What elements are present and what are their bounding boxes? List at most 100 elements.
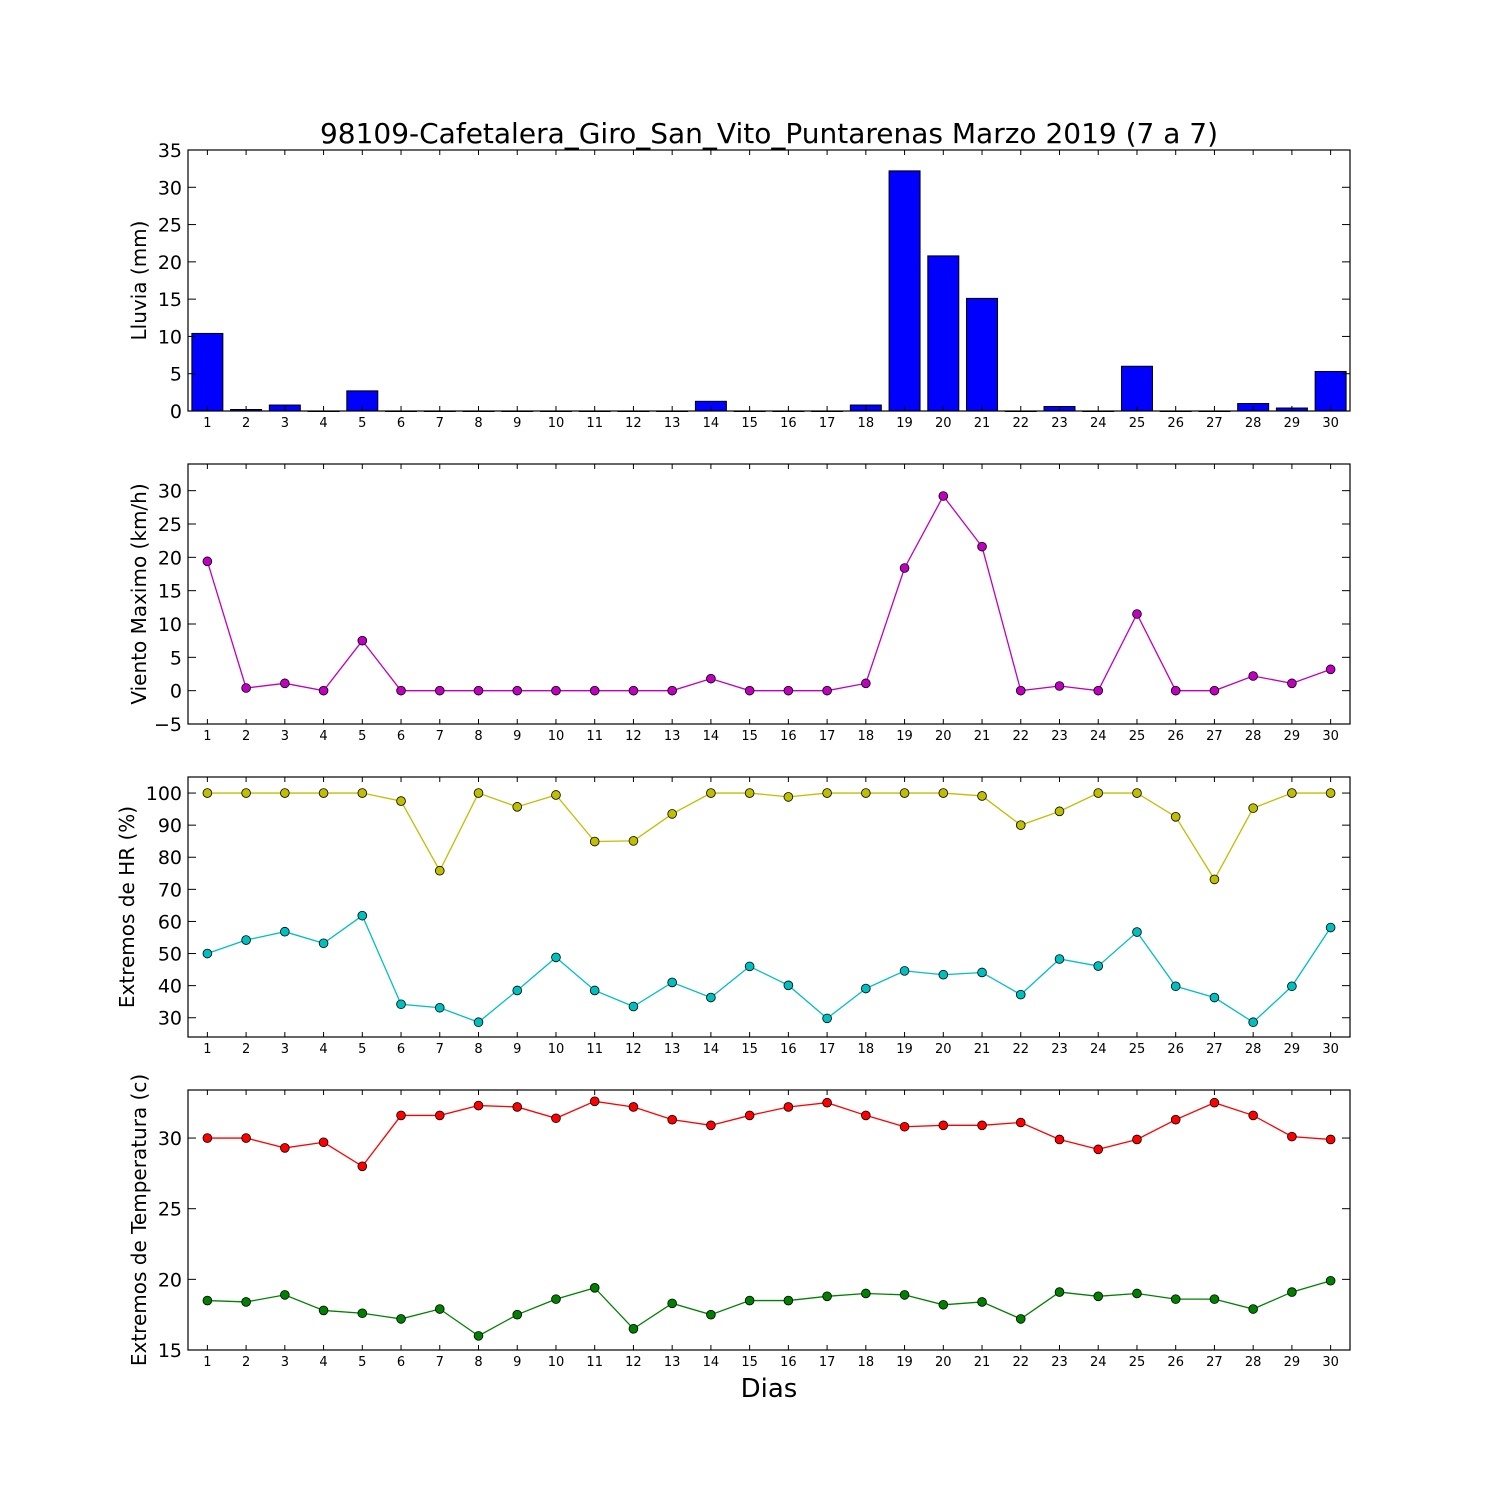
point-temperatura-2-day-3 — [280, 1290, 290, 1300]
point-hr-1-day-14 — [706, 788, 716, 798]
x-tick-label: 17 — [819, 1355, 836, 1370]
x-tick-label: 18 — [858, 1355, 875, 1370]
point-temperatura-2-day-23 — [1054, 1287, 1065, 1297]
point-hr-1-day-17 — [822, 788, 832, 798]
point-hr-1-day-9 — [512, 802, 523, 812]
bar-day-25 — [1120, 365, 1153, 412]
y-tick-label: 60 — [158, 911, 182, 933]
x-tick-label: 9 — [513, 1355, 521, 1370]
y-tick-label: 30 — [158, 177, 182, 199]
point-hr-2-day-5 — [357, 910, 368, 921]
x-tick-label: 11 — [586, 729, 603, 744]
x-tick-label: 2 — [242, 729, 250, 744]
y-tick-label: 50 — [158, 944, 182, 966]
point-hr-1-day-11 — [589, 836, 600, 847]
point-temperatura-1-day-11 — [589, 1096, 600, 1107]
x-tick-label: 22 — [1012, 1355, 1029, 1370]
y-tick-label: 10 — [158, 326, 182, 348]
point-viento-1-day-4 — [318, 685, 329, 696]
point-temperatura-2-day-6 — [396, 1314, 406, 1324]
x-tick-label: 17 — [819, 416, 836, 431]
y-tick-label: 5 — [170, 647, 182, 669]
x-tick-label: 15 — [741, 729, 758, 744]
point-temperatura-2-day-2 — [241, 1297, 251, 1307]
point-hr-2-day-3 — [280, 926, 290, 937]
point-hr-2-day-11 — [589, 985, 600, 996]
y-tick-label: 30 — [158, 481, 182, 503]
point-viento-1-day-23 — [1054, 681, 1065, 691]
y-tick-label: 80 — [158, 847, 182, 869]
point-hr-2-day-27 — [1209, 992, 1220, 1003]
x-tick-label: 12 — [625, 729, 642, 744]
x-tick-label: 23 — [1051, 1355, 1068, 1370]
point-temperatura-2-day-26 — [1170, 1294, 1181, 1304]
point-hr-1-day-5 — [357, 788, 368, 798]
x-tick-label: 24 — [1090, 416, 1107, 431]
point-hr-2-day-24 — [1093, 961, 1104, 971]
point-hr-2-day-8 — [473, 1017, 484, 1028]
point-temperatura-2-day-7 — [434, 1304, 445, 1314]
x-tick-label: 10 — [548, 1042, 565, 1057]
x-tick-label: 5 — [358, 416, 366, 431]
panel-hr: 1 2 3 4 5 6 7 8 9 10 11 12 13 14 15 16 17 18 19 20 21 22 23 24 2… — [115, 776, 1351, 1057]
point-temperatura-2-day-14 — [706, 1309, 716, 1320]
x-tick-label: 2 — [242, 1042, 250, 1057]
point-hr-1-day-22 — [1015, 820, 1026, 830]
point-hr-1-day-12 — [628, 836, 639, 846]
x-tick-label: 11 — [586, 1042, 603, 1057]
x-tick-label: 1 — [203, 1042, 211, 1057]
x-tick-label: 7 — [436, 729, 444, 744]
y-tick-label: 20 — [158, 1269, 182, 1291]
bar-day-30 — [1314, 370, 1347, 412]
point-hr-1-day-7 — [434, 865, 445, 876]
point-temperatura-1-day-4 — [318, 1137, 329, 1148]
x-tick-label: 26 — [1167, 416, 1184, 431]
x-tick-label: 5 — [358, 1355, 366, 1370]
point-temperatura-1-day-27 — [1209, 1097, 1220, 1108]
point-viento-1-day-15 — [744, 685, 755, 696]
x-tick-label: 21 — [974, 1042, 991, 1057]
plot-frame-lluvia — [187, 149, 1351, 412]
series-line-viento-1 — [206, 494, 1331, 692]
point-viento-1-day-26 — [1170, 685, 1181, 696]
x-tick-label: 21 — [974, 1355, 991, 1370]
point-hr-2-day-12 — [628, 1001, 639, 1012]
point-temperatura-2-day-27 — [1209, 1294, 1220, 1304]
x-tick-label: 3 — [281, 1042, 289, 1057]
point-hr-2-day-23 — [1054, 954, 1065, 964]
point-temperatura-1-day-2 — [241, 1133, 251, 1143]
panel-temperatura: 1 2 3 4 5 6 7 8 9 10 11 12 13 14 15 16 17 18 19 20 21 22 23 24 2… — [127, 1074, 1351, 1370]
x-tick-label: 14 — [703, 1042, 720, 1057]
point-temperatura-1-day-29 — [1287, 1131, 1297, 1142]
y-tick-label: 30 — [158, 1008, 182, 1030]
point-hr-1-day-4 — [318, 788, 329, 798]
point-temperatura-1-day-12 — [628, 1102, 639, 1112]
x-tick-label: 11 — [586, 416, 603, 431]
x-tick-label: 23 — [1051, 416, 1068, 431]
point-temperatura-1-day-25 — [1132, 1134, 1142, 1145]
x-tick-label: 1 — [203, 416, 211, 431]
plot-frame-temperatura — [187, 1089, 1351, 1351]
point-hr-1-day-20 — [938, 788, 949, 798]
y-tick-label: 0 — [170, 401, 182, 423]
x-tick-label: 20 — [935, 416, 952, 431]
x-tick-label: 19 — [896, 1042, 913, 1057]
x-tick-label: 29 — [1284, 416, 1301, 431]
panel-viento: 1 2 3 4 5 6 7 8 9 10 11 12 13 14 15 16 17 18 19 20 21 22 23 24 2… — [127, 463, 1351, 744]
point-viento-1-day-7 — [434, 685, 445, 696]
point-viento-1-day-22 — [1015, 685, 1026, 696]
x-tick-label: 27 — [1206, 1042, 1223, 1057]
bar-day-20 — [927, 255, 960, 412]
point-hr-2-day-28 — [1248, 1017, 1258, 1028]
x-tick-label: 8 — [474, 1355, 482, 1370]
point-viento-1-day-27 — [1209, 685, 1220, 696]
x-tick-label: 14 — [703, 729, 720, 744]
point-temperatura-1-day-18 — [861, 1110, 871, 1121]
point-hr-1-day-28 — [1248, 803, 1258, 813]
x-tick-label: 6 — [397, 729, 405, 744]
x-tick-label: 3 — [281, 416, 289, 431]
x-tick-label: 16 — [780, 729, 797, 744]
point-viento-1-day-28 — [1248, 671, 1258, 681]
point-temperatura-1-day-5 — [357, 1161, 368, 1172]
point-temperatura-2-day-21 — [977, 1297, 987, 1307]
